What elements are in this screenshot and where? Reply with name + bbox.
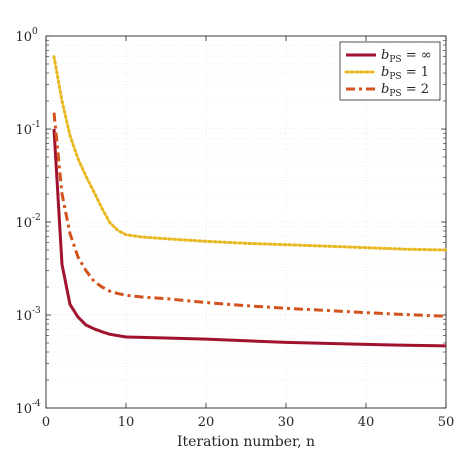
x-tick-label: 10	[118, 415, 135, 430]
x-tick-label: 0	[42, 415, 50, 430]
legend-label-1: bPS = ∞	[381, 48, 432, 65]
legend-label-2: bPS = 1	[381, 65, 429, 82]
y-tick-label: 10	[15, 123, 32, 138]
y-tick-exponent: 0	[32, 27, 38, 37]
x-axis-label: Iteration number, n	[177, 434, 315, 450]
y-tick-exponent: -2	[32, 213, 41, 223]
x-tick-label: 40	[358, 415, 375, 430]
x-tick-label: 20	[198, 415, 215, 430]
series-line-3	[52, 112, 447, 318]
y-tick-exponent: -3	[32, 306, 41, 316]
y-tick-label: 10	[15, 309, 32, 324]
y-tick-label: 10	[15, 402, 32, 417]
x-tick-label: 50	[438, 415, 455, 430]
y-tick-exponent: -4	[32, 399, 41, 409]
series-line-2	[52, 55, 448, 252]
y-tick-label: 10	[15, 30, 32, 45]
series-line-1	[52, 128, 447, 348]
y-tick-exponent: -1	[32, 120, 41, 130]
y-tick-label: 10	[15, 216, 32, 231]
x-tick-label: 30	[278, 415, 295, 430]
legend-label-3: bPS = 2	[381, 82, 429, 99]
series-lines	[52, 55, 448, 348]
